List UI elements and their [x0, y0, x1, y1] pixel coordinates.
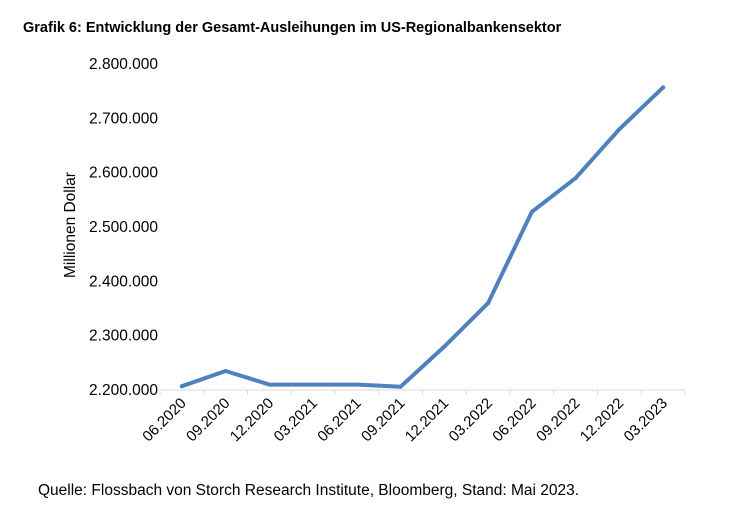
data-point [311, 382, 316, 387]
data-point [267, 382, 272, 387]
data-point [529, 209, 534, 214]
x-tick-label: 06.2022 [489, 395, 539, 445]
x-tick-label: 03.2022 [446, 395, 496, 445]
series-points [179, 85, 666, 389]
x-tick-label: 03.2023 [621, 395, 671, 445]
x-tick-label: 09.2021 [358, 395, 408, 445]
y-tick-label: 2.400.000 [89, 273, 158, 290]
data-point [398, 384, 403, 389]
x-tick-label: 09.2022 [533, 395, 583, 445]
x-tick-label: 12.2022 [577, 395, 627, 445]
data-point [486, 301, 491, 306]
x-tick-label: 03.2021 [271, 395, 321, 445]
x-tick-label: 06.2020 [139, 395, 189, 445]
series-line-loans [179, 85, 666, 389]
y-tick-label: 2.800.000 [89, 56, 158, 73]
y-tick-label: 2.200.000 [89, 382, 158, 399]
data-point [179, 384, 184, 389]
x-tick-label: 12.2020 [227, 395, 277, 445]
y-tick-label: 2.600.000 [89, 165, 158, 182]
data-point [661, 85, 666, 90]
y-tick-label: 2.300.000 [89, 328, 158, 345]
data-point [442, 344, 447, 349]
x-axis-ticks [159, 390, 686, 395]
x-axis-tick-labels: 06.202009.202012.202003.202106.202109.20… [139, 395, 671, 445]
y-axis-label: Millionen Dollar [62, 172, 79, 278]
y-tick-label: 2.500.000 [89, 219, 158, 236]
x-tick-label: 12.2021 [402, 395, 452, 445]
chart-title: Grafik 6: Entwicklung der Gesamt-Ausleih… [23, 20, 562, 36]
source-note: Quelle: Flossbach von Storch Research In… [38, 482, 580, 499]
data-point [354, 382, 359, 387]
data-point [617, 127, 622, 132]
data-point [223, 368, 228, 373]
data-point [573, 176, 578, 181]
y-axis-tick-labels: 2.200.000 2.300.000 2.400.000 2.500.000 2.60… [89, 56, 158, 399]
x-tick-label: 09.2020 [183, 395, 233, 445]
y-tick-label: 2.700.000 [89, 110, 158, 127]
x-tick-label: 06.2021 [314, 395, 364, 445]
